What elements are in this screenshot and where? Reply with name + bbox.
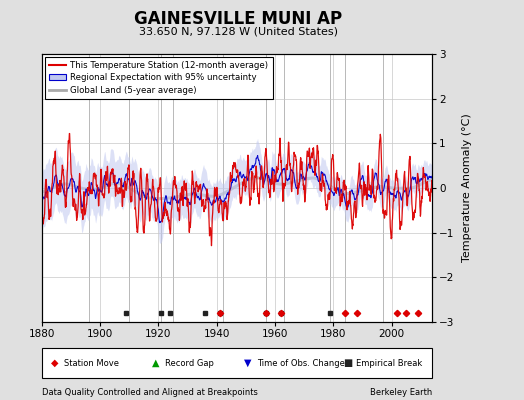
Text: Data Quality Controlled and Aligned at Breakpoints: Data Quality Controlled and Aligned at B… [42,388,258,397]
Text: 33.650 N, 97.128 W (United States): 33.650 N, 97.128 W (United States) [139,26,338,36]
Text: ◆: ◆ [51,358,59,368]
Text: Berkeley Earth: Berkeley Earth [370,388,432,397]
Text: Empirical Break: Empirical Break [356,358,422,368]
Text: ▲: ▲ [152,358,159,368]
Text: Record Gap: Record Gap [165,358,214,368]
Text: Time of Obs. Change: Time of Obs. Change [257,358,345,368]
Legend: This Temperature Station (12-month average), Regional Expectation with 95% uncer: This Temperature Station (12-month avera… [45,56,272,99]
Text: Station Move: Station Move [64,358,119,368]
Text: GAINESVILLE MUNI AP: GAINESVILLE MUNI AP [134,10,343,28]
Y-axis label: Temperature Anomaly (°C): Temperature Anomaly (°C) [462,114,472,262]
Text: ▼: ▼ [244,358,251,368]
Text: ■: ■ [343,358,353,368]
